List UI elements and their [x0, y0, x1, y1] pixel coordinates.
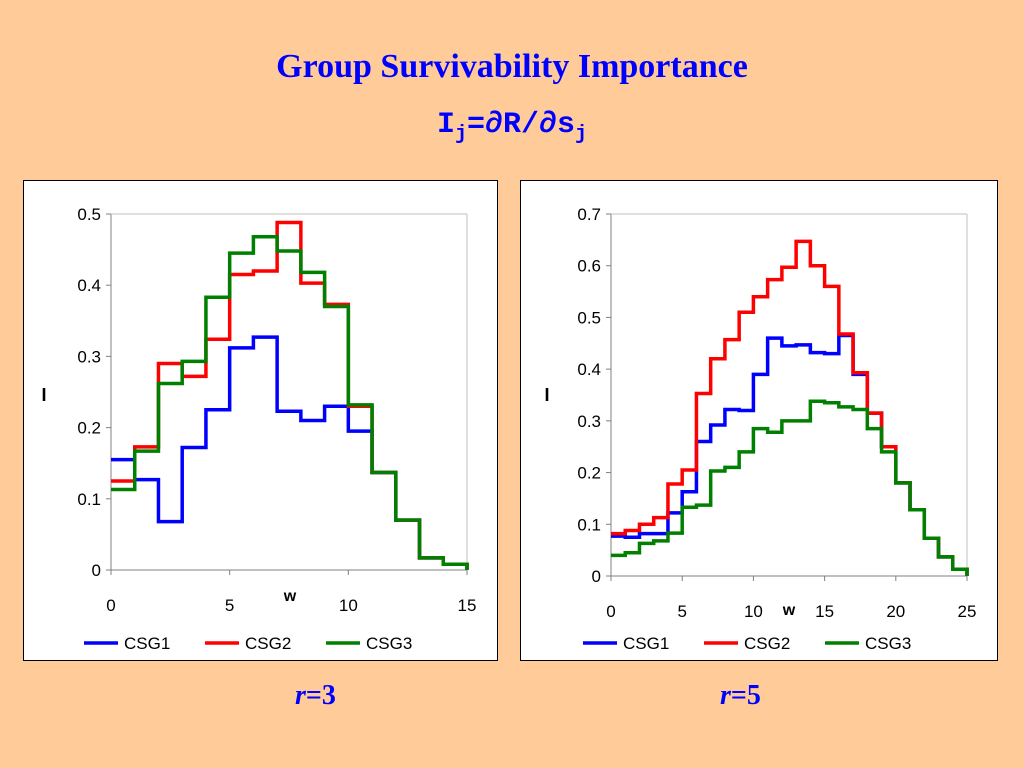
label-r3-var: r: [295, 680, 306, 711]
y-tick-label: 0.4: [577, 360, 601, 379]
y-tick-label: 0: [92, 561, 101, 580]
formula-main: I: [436, 108, 455, 142]
legend-label-csg1: CSG1: [124, 634, 170, 653]
x-tick-label: 10: [339, 596, 358, 615]
series-csg2-line: [611, 239, 969, 576]
y-tick-label: 0.4: [77, 276, 101, 295]
legend-label-csg3: CSG3: [366, 634, 412, 653]
formula-sub-j: j: [454, 123, 467, 146]
y-axis-label: I: [41, 385, 46, 405]
x-tick-label: 0: [606, 602, 615, 621]
y-tick-label: 0.1: [77, 490, 101, 509]
x-tick-label: 10: [744, 602, 763, 621]
chart-panel-right: 0 0.1 0.2 0.3 0.4 0.5 0.6 0.7 0 5 10 15 20 25 w I CSG1 CS…: [520, 180, 998, 661]
y-tick-label: 0.7: [577, 205, 601, 224]
y-tick-label: 0.6: [577, 257, 601, 276]
y-tick-label: 0.2: [577, 464, 601, 483]
x-axis-label: w: [283, 588, 297, 605]
y-tick-label: 0.1: [577, 515, 601, 534]
y-tick-label: 0.2: [77, 419, 101, 438]
x-tick-label: 5: [677, 602, 686, 621]
x-tick-label: 15: [458, 596, 477, 615]
x-tick-label: 25: [958, 602, 977, 621]
label-r5: r=5: [720, 680, 761, 712]
chart-left: 0 0.1 0.2 0.3 0.4 0.5 0 5 10 15 w I CSG1 CSG2 CSG3: [41, 205, 477, 653]
label-r3-val: =3: [305, 680, 336, 711]
x-tick-label: 15: [815, 602, 834, 621]
label-r5-var: r: [720, 680, 731, 711]
chart-right: 0 0.1 0.2 0.3 0.4 0.5 0.6 0.7 0 5 10 15 20 25 w I CSG1 CS…: [544, 205, 977, 653]
y-tick-label: 0.5: [577, 308, 601, 327]
legend-label-csg2: CSG2: [744, 634, 790, 653]
x-tick-label: 5: [225, 596, 234, 615]
legend-label-csg3: CSG3: [865, 634, 911, 653]
slide-formula: Ij=∂R/∂sj: [0, 108, 1024, 146]
series-csg1-line: [111, 335, 469, 570]
legend-label-csg1: CSG1: [623, 634, 669, 653]
y-tick-label: 0.5: [77, 205, 101, 224]
y-tick-label: 0: [592, 567, 601, 586]
y-tick-label: 0.3: [77, 347, 101, 366]
y-axis-label: I: [544, 385, 549, 405]
x-tick-label: 0: [106, 596, 115, 615]
label-r5-val: =5: [730, 680, 761, 711]
formula-mid: =∂R/∂s: [466, 108, 576, 142]
series-csg3-line: [611, 399, 969, 576]
chart-panel-left: 0 0.1 0.2 0.3 0.4 0.5 0 5 10 15 w I CSG1 CSG2 CSG3: [23, 180, 498, 661]
x-axis-label: w: [782, 602, 796, 619]
label-r3: r=3: [295, 680, 336, 712]
slide-title: Group Survivability Importance: [276, 48, 748, 85]
x-tick-label: 20: [886, 602, 905, 621]
legend-label-csg2: CSG2: [245, 634, 291, 653]
series-csg2-line: [111, 220, 469, 570]
series-csg3-line: [111, 235, 469, 570]
y-tick-label: 0.3: [577, 412, 601, 431]
formula-sub-j2: j: [575, 123, 588, 146]
